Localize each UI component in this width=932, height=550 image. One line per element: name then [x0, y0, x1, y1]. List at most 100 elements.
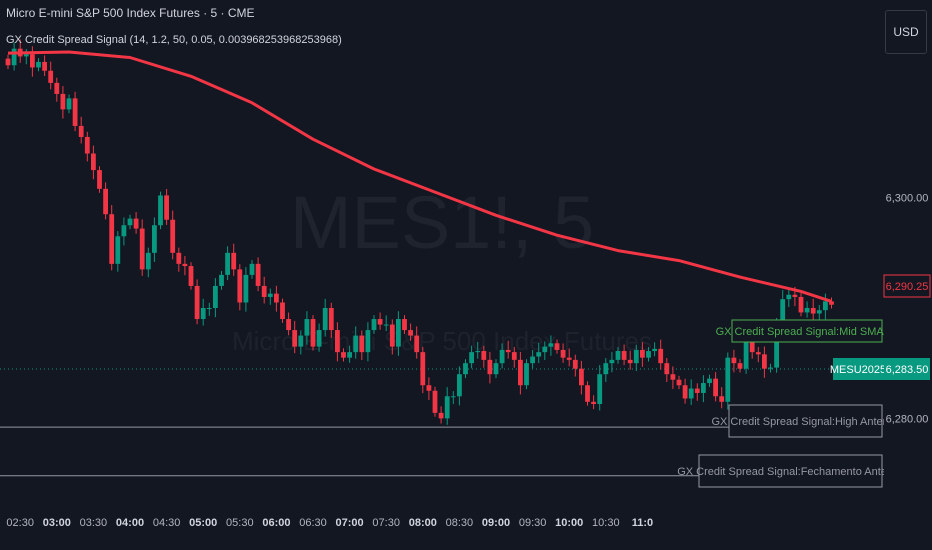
candle — [609, 352, 615, 373]
candle — [353, 326, 359, 359]
candle — [511, 346, 517, 368]
candle — [670, 366, 676, 389]
candle — [664, 357, 670, 383]
candle — [682, 378, 688, 404]
candle — [371, 315, 377, 334]
candle — [725, 352, 731, 410]
x-tick-label: 09:00 — [482, 517, 510, 529]
x-tick-label: 05:00 — [189, 517, 217, 529]
candle — [304, 311, 310, 345]
candle — [579, 360, 584, 395]
candle — [402, 315, 407, 334]
candle — [200, 298, 206, 326]
levels — [0, 426, 729, 477]
candle — [158, 191, 163, 230]
candle — [816, 305, 822, 322]
candle — [701, 375, 706, 403]
candle — [518, 352, 523, 395]
candle — [548, 335, 554, 356]
candle — [597, 365, 603, 411]
candle — [798, 293, 804, 317]
x-tick-label: 06:00 — [262, 517, 290, 529]
candle — [97, 166, 102, 193]
candle — [737, 359, 743, 373]
candle — [414, 326, 420, 359]
candle — [231, 243, 237, 276]
x-tick-label: 09:30 — [519, 517, 547, 529]
sma-price-tag: 6,290.25 — [883, 274, 931, 298]
candle — [640, 342, 645, 367]
indicator-legend[interactable]: GX Credit Spread Signal (14, 1.2, 50, 0.… — [6, 34, 342, 46]
candle — [243, 267, 249, 312]
candle — [652, 342, 657, 357]
x-tick-label: 08:00 — [409, 517, 437, 529]
x-tick-label: 11:0 — [632, 517, 653, 529]
candle — [328, 302, 334, 338]
candle — [487, 352, 493, 384]
candle — [103, 182, 108, 220]
candle — [286, 312, 291, 336]
candle — [475, 341, 481, 359]
candle — [463, 359, 468, 379]
price-axis[interactable]: 6,300.00 6,280.00 6,290.25 6,283.50 — [883, 0, 932, 550]
candle — [54, 77, 60, 102]
candle — [341, 348, 346, 362]
candle — [60, 86, 66, 119]
x-tick-label: 10:00 — [555, 517, 583, 529]
candle — [804, 301, 810, 318]
candle — [560, 343, 566, 363]
candle — [170, 210, 176, 260]
candle — [420, 346, 426, 394]
high-anterior-label-text: GX Credit Spread Signal:High Anterior — [711, 416, 898, 428]
candle — [11, 42, 17, 71]
candle — [182, 256, 188, 276]
candle — [536, 342, 542, 364]
candle — [438, 406, 444, 424]
candle — [627, 350, 633, 370]
candle — [658, 339, 664, 370]
candle — [426, 377, 432, 400]
candle — [688, 379, 694, 405]
candle — [694, 383, 700, 401]
candle — [164, 188, 169, 225]
candle — [206, 302, 212, 316]
candle — [615, 347, 621, 364]
candle — [127, 214, 133, 230]
candle — [310, 315, 316, 351]
candle — [237, 264, 243, 311]
candle — [389, 319, 395, 355]
y-tick-label: 6,280.00 — [886, 413, 929, 425]
currency-button[interactable]: USD — [885, 10, 927, 54]
last-price-tag-text: 6,283.50 — [886, 364, 929, 376]
candle — [530, 350, 535, 369]
candle — [225, 246, 230, 281]
candle — [591, 395, 596, 410]
candle — [152, 217, 157, 262]
candle — [469, 345, 474, 369]
candle — [603, 357, 609, 383]
candle — [5, 54, 11, 70]
candle — [365, 322, 371, 362]
candle — [457, 366, 462, 406]
candle — [383, 315, 389, 332]
y-tick-label: 6,300.00 — [886, 193, 929, 205]
x-tick-label: 03:30 — [80, 517, 108, 529]
fechamento-anterior-label-text: GX Credit Spread Signal:Fechamento Anter… — [677, 466, 903, 478]
candle — [255, 257, 261, 292]
x-tick-label: 06:30 — [299, 517, 327, 529]
candle — [194, 279, 200, 325]
candle — [731, 349, 737, 373]
time-axis[interactable]: 02:30 03:00 03:30 04:00 04:30 05:00 05:30 06:00… — [6, 517, 653, 529]
candle — [566, 348, 572, 367]
sma-price-tag-text: 6,290.25 — [886, 281, 929, 293]
candle — [572, 354, 578, 377]
candle — [316, 323, 322, 352]
candle — [554, 339, 560, 354]
fechamento-anterior-label: GX Credit Spread Signal:Fechamento Anter… — [677, 454, 903, 488]
candle — [72, 91, 78, 132]
chart-title: Micro E-mini S&P 500 Index Futures · 5 ·… — [6, 6, 255, 20]
candle — [505, 340, 511, 359]
candle — [48, 61, 54, 90]
candle — [261, 276, 267, 304]
